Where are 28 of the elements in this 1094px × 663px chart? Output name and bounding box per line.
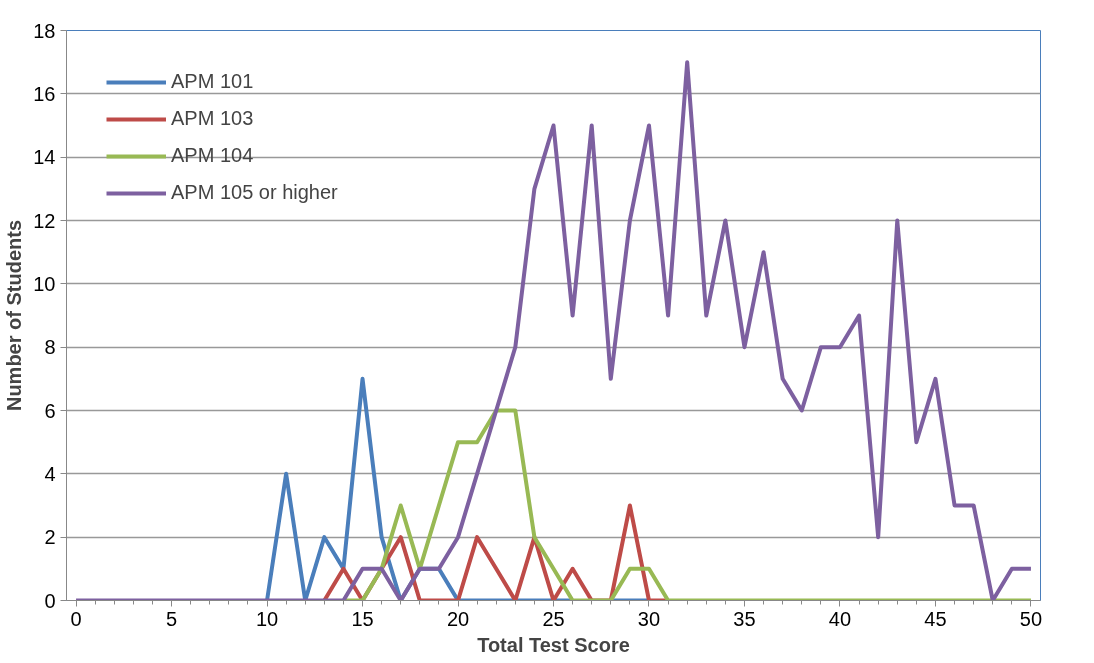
y-tick-label: 8	[44, 336, 56, 359]
y-tick-label: 18	[33, 19, 56, 42]
x-tick-label: 30	[637, 607, 661, 630]
x-tick-label: 0	[70, 607, 82, 630]
legend-label: APM 105 or higher	[171, 181, 338, 204]
y-tick-label: 4	[44, 462, 56, 485]
y-tick-label: 16	[33, 82, 56, 105]
x-tick-label: 50	[1019, 607, 1043, 630]
legend-label: APM 101	[171, 70, 254, 93]
x-tick-label: 35	[733, 607, 756, 630]
y-tick-label: 6	[44, 399, 56, 422]
x-tick-label: 20	[446, 607, 470, 630]
legend-label: APM 103	[171, 107, 254, 130]
x-tick-label: 5	[165, 607, 178, 630]
x-tick-label: 40	[828, 607, 852, 630]
y-tick-label: 12	[33, 209, 56, 232]
y-tick-label: 2	[44, 526, 56, 549]
line-series	[74, 60, 1033, 601]
legend-label: APM 104	[171, 144, 254, 167]
y-tick-label: 10	[33, 272, 56, 295]
x-axis-title: Total Test Score	[477, 633, 630, 656]
x-tick-label: 10	[255, 607, 279, 630]
y-tick-label: 14	[33, 146, 56, 169]
x-tick-label: 15	[351, 607, 374, 630]
y-tick-label: 0	[44, 589, 56, 612]
y-axis-title: Number of Students	[3, 219, 26, 412]
x-tick-label: 45	[924, 607, 947, 630]
x-tick-label: 25	[542, 607, 565, 630]
